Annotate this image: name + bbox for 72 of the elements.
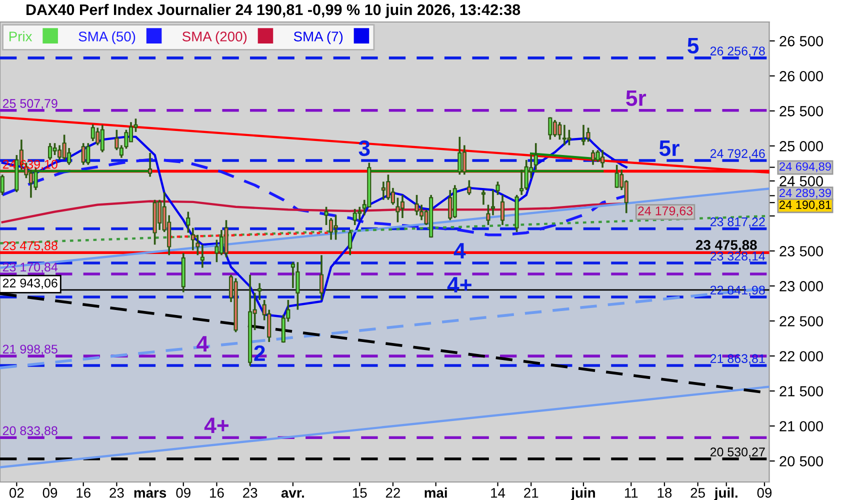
- candlestick: [148, 152, 152, 178]
- y-tick-label: 24 190,81: [780, 200, 831, 210]
- annotation: 4+: [447, 277, 472, 292]
- ref-line-label: 20 833,88: [2, 426, 58, 437]
- y-tick-label: 20 500: [780, 456, 824, 466]
- y-tick-label: 26 000: [780, 71, 824, 82]
- x-tick-label: 25: [690, 488, 705, 498]
- legend-label: SMA (200): [182, 31, 247, 44]
- annotation: 5r: [659, 140, 680, 156]
- x-tick-label: 16: [76, 488, 90, 498]
- y-tick-label: 21 500: [780, 386, 824, 396]
- annotation: 3: [358, 140, 370, 156]
- candlestick: [296, 261, 300, 311]
- ref-line-label: 24 792,46: [710, 149, 765, 160]
- x-tick-label: 14: [491, 488, 506, 498]
- chart-title: DAX40 Perf Index Journalier 24 190,81 -0,99 % 10 juin 2026, 13:42:38: [26, 4, 520, 18]
- x-tick-label: 16: [210, 488, 224, 498]
- ref-line-label: 23 475,88: [2, 241, 58, 252]
- y-tick-label: 23 500: [780, 246, 824, 256]
- y-tick-label: 22 000: [780, 351, 824, 362]
- ref-line-label: 23 328,14: [710, 252, 766, 262]
- x-tick-label: 02: [9, 488, 24, 498]
- data-label: 24 179,63: [638, 206, 693, 217]
- candlestick: [0, 174, 4, 196]
- x-tick-label: 18: [658, 488, 672, 498]
- x-tick-label: mars: [134, 490, 166, 498]
- ref-line-label: 23 817,22: [710, 217, 765, 228]
- candlestick: [348, 229, 352, 256]
- candlestick: [319, 254, 324, 301]
- y-tick-label: 23 000: [780, 281, 824, 292]
- x-tick-label: avr.: [281, 490, 304, 498]
- annotation: 23 475,88: [696, 240, 757, 252]
- ref-line-label: 26 256,78: [710, 46, 765, 57]
- candlestick: [200, 244, 204, 269]
- legend-label: SMA (50): [78, 31, 136, 44]
- candlestick: [500, 194, 505, 226]
- ref-line-label: 20 530,27: [710, 448, 765, 458]
- y-tick-label: 26 500: [780, 36, 824, 46]
- candlestick: [258, 282, 262, 301]
- y-tick-label: 22 500: [780, 316, 824, 326]
- ref-line-label: 21 998,85: [2, 344, 58, 356]
- ref-line-label: 23 170,84: [2, 262, 58, 273]
- annotation: 5: [688, 38, 699, 54]
- y-tick-label: 25 500: [780, 106, 824, 116]
- annotation: 4: [196, 336, 208, 352]
- ref-line-label: 22 943,06: [2, 278, 58, 289]
- y-tick-label: 24 500: [780, 176, 824, 186]
- x-tick-label: 09: [757, 488, 772, 498]
- y-tick-label: 21 000: [780, 421, 824, 432]
- legend-label: Prix: [9, 31, 32, 42]
- candlestick: [186, 210, 190, 234]
- y-tick-label: 24 694,89: [780, 162, 831, 172]
- candlestick: [467, 179, 472, 196]
- ref-line-label: 25 507,79: [2, 99, 58, 110]
- x-tick-label: 22: [386, 488, 400, 498]
- x-tick-label: 09: [42, 488, 58, 498]
- x-tick-label: 09: [176, 488, 190, 498]
- x-tick-label: 23: [243, 488, 258, 498]
- x-tick-label: 11: [624, 488, 638, 498]
- candlestick: [534, 142, 538, 171]
- annotation: 4+: [204, 418, 228, 434]
- x-tick-label: 15: [352, 488, 367, 498]
- annotation: 5r: [626, 90, 646, 106]
- candlestick: [586, 126, 590, 143]
- x-tick-label: 23: [110, 488, 124, 498]
- candlestick: [324, 206, 328, 226]
- y-tick-label: 24 289,39: [780, 188, 831, 198]
- y-tick-label: 25 000: [780, 141, 824, 152]
- candlestick: [481, 189, 486, 206]
- legend-label: SMA (7): [294, 31, 343, 44]
- x-tick-label: mai: [424, 488, 447, 498]
- x-tick-label: 21: [524, 488, 538, 498]
